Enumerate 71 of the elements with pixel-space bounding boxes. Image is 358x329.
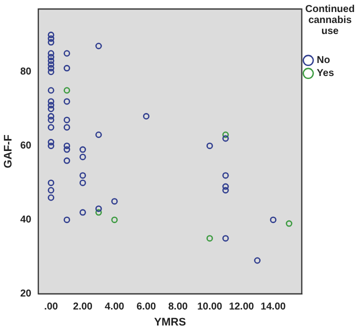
point: [48, 87, 54, 94]
x-tick-label: 6.00: [136, 302, 156, 313]
y-tick-label: 40: [20, 214, 32, 226]
x-tick-label: 12.00: [228, 302, 254, 313]
point: [48, 68, 54, 76]
point: [222, 135, 229, 142]
point: [48, 35, 54, 42]
point: [64, 142, 70, 150]
point: [48, 32, 54, 38]
y-tick-label: 60: [20, 140, 32, 152]
point: [48, 113, 54, 120]
y-tick-label: 20: [20, 288, 32, 300]
point: [80, 180, 86, 186]
point: [48, 194, 54, 201]
point: [64, 157, 70, 164]
point: [111, 198, 118, 205]
point: [222, 186, 229, 194]
point: [95, 132, 102, 138]
point: [142, 113, 150, 120]
point: [80, 146, 86, 153]
point: [48, 50, 54, 57]
x-tick-label: 14.00: [260, 302, 286, 313]
point: [48, 54, 54, 60]
point: [48, 124, 54, 131]
point: [95, 205, 102, 212]
legend-title: Continued cannabis use: [304, 4, 356, 37]
x-tick-label: 8.00: [168, 302, 188, 313]
point: [48, 39, 54, 46]
point: [80, 154, 86, 160]
point: [64, 124, 70, 131]
y-tick-label: 80: [20, 66, 32, 78]
point: [64, 116, 70, 124]
point: [64, 98, 70, 105]
point: [48, 142, 54, 150]
point: [48, 61, 54, 68]
point: [206, 142, 213, 150]
point: [64, 216, 70, 224]
point: [95, 209, 102, 216]
point: [64, 50, 70, 57]
point: [222, 172, 229, 179]
point: [64, 64, 70, 72]
point: [48, 58, 54, 64]
point: [254, 257, 261, 264]
point: [222, 132, 229, 138]
point: [48, 180, 54, 186]
point: [270, 216, 276, 224]
x-tick-label: 4.00: [104, 302, 125, 313]
point: [64, 146, 70, 153]
point: [48, 64, 54, 72]
point: [206, 235, 213, 242]
point: [111, 216, 118, 224]
point: [64, 87, 70, 94]
point: [95, 42, 102, 50]
point: [222, 183, 229, 190]
x-tick-label: 2.00: [73, 302, 93, 313]
point: [80, 172, 86, 179]
point: [48, 186, 54, 194]
point: [48, 138, 54, 146]
point: [48, 102, 54, 108]
point: [48, 116, 54, 124]
point: [48, 98, 54, 105]
point: [286, 220, 292, 227]
x-tick-label: .00: [44, 302, 58, 313]
y-axis-title: GAF-F: [2, 134, 15, 168]
x-axis-title: YMRS: [154, 316, 186, 328]
point: [80, 209, 86, 216]
legend-label: Yes: [316, 68, 334, 80]
point: [48, 106, 54, 112]
x-tick-label: 10.00: [197, 302, 223, 313]
legend-label: No: [316, 55, 330, 66]
point: [222, 235, 229, 242]
